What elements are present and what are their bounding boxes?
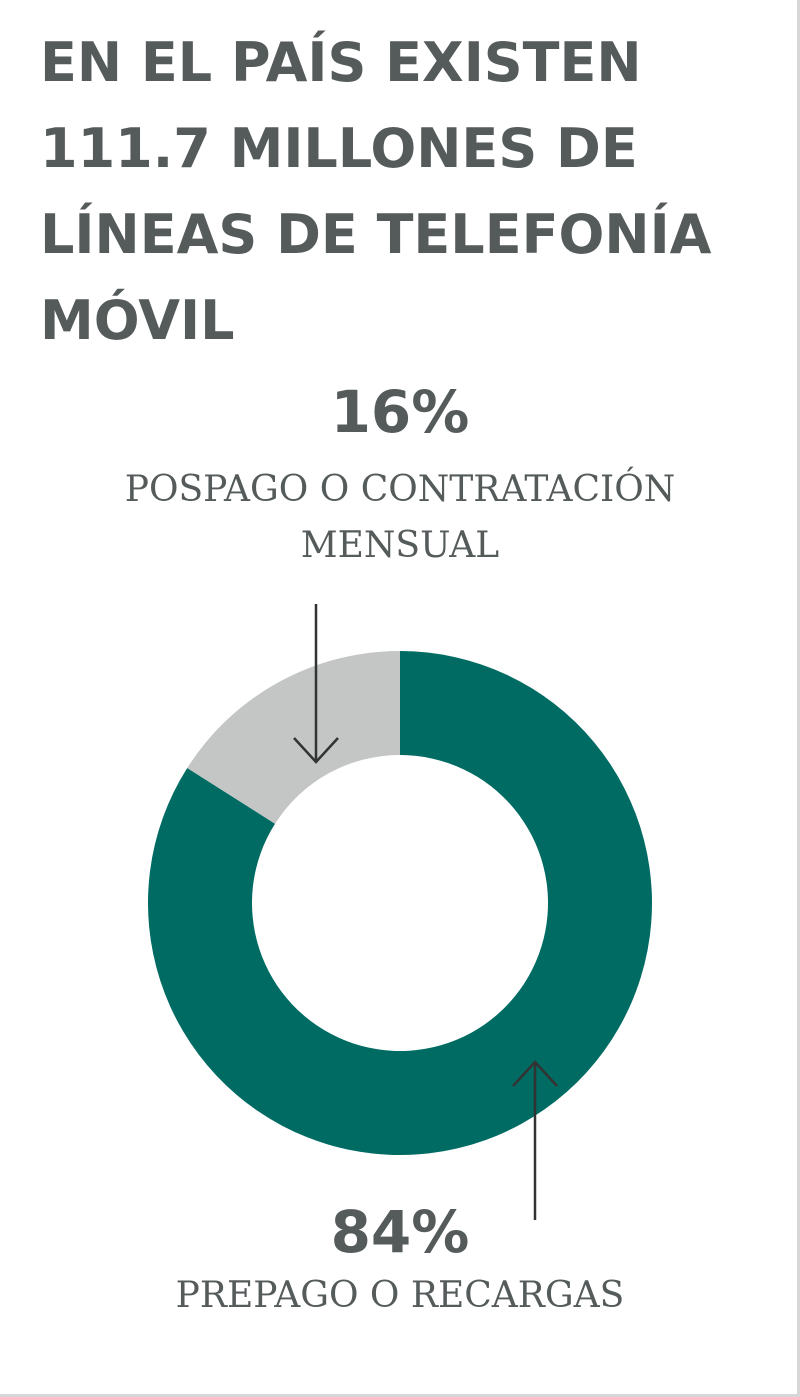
arrow-head (512, 1060, 558, 1087)
slice (187, 651, 400, 824)
category-label: POSPAGO O CONTRATACIÓN MENSUAL (124, 469, 676, 566)
value-label: 84% (330, 1198, 470, 1266)
arrows (293, 604, 558, 1220)
arrow-head (293, 737, 339, 764)
chart-title: EN EL PAÍS EXISTEN 111.7 MILLONES DE LÍN… (40, 31, 712, 352)
value-label: 16% (330, 378, 470, 446)
slice (147, 651, 652, 1155)
donut (147, 651, 652, 1155)
category-label: PREPAGO O RECARGAS (175, 1275, 625, 1316)
